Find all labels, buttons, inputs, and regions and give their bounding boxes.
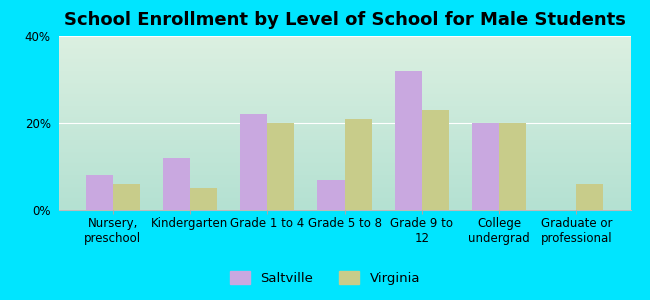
Bar [190,188,217,210]
Bar [163,158,190,210]
Bar [317,179,344,210]
Bar [422,110,449,210]
Legend: Saltville, Virginia: Saltville, Virginia [224,266,426,290]
Bar [472,123,499,210]
Bar [112,184,140,210]
Title: School Enrollment by Level of School for Male Students: School Enrollment by Level of School for… [64,11,625,29]
Bar [86,175,112,210]
Bar [577,184,603,210]
Bar [240,114,267,210]
Bar [499,123,526,210]
Bar [395,71,422,210]
Bar [267,123,294,210]
Bar [344,118,372,210]
